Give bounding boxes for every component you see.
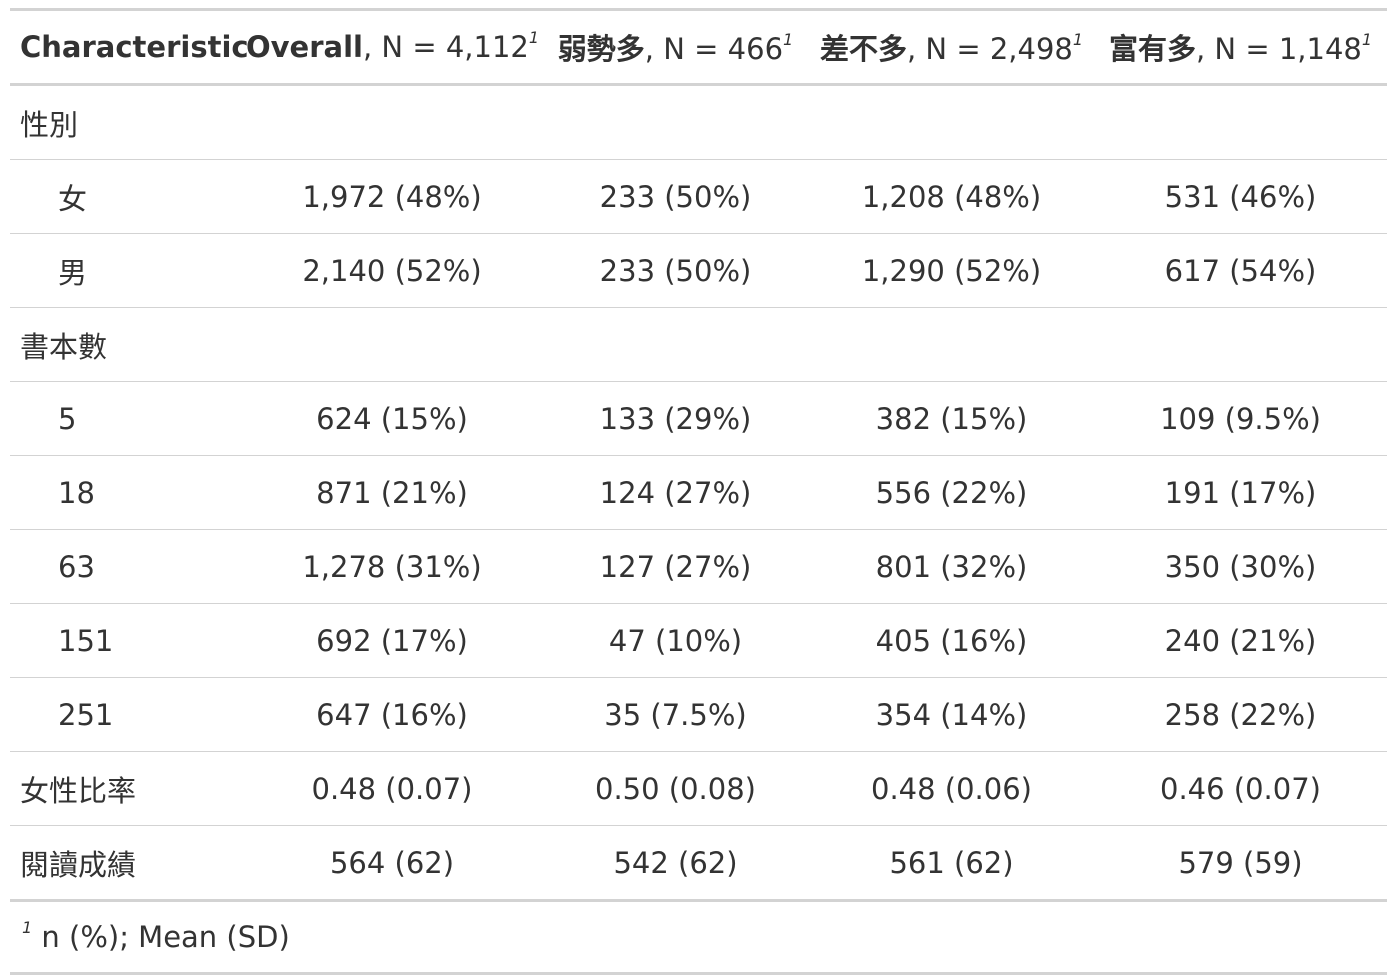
header-row: Characteristic Overall, N = 4,1121 弱勢多, …: [10, 9, 1387, 86]
row-label: 性別: [20, 107, 79, 142]
table-cell: 1,208 (48%): [809, 159, 1094, 234]
table-cell: [242, 307, 542, 382]
header-characteristic: Characteristic: [10, 9, 249, 86]
header-weak: 弱勢多, N = 4661: [542, 9, 809, 86]
row-label: 18: [10, 455, 242, 530]
summary-table: Characteristic Overall, N = 4,1121 弱勢多, …: [10, 8, 1387, 975]
table-cell: 35 (7.5%): [542, 677, 809, 752]
footnote-text: n (%); Mean (SD): [41, 920, 290, 954]
table-row: 18 871 (21%) 124 (27%) 556 (22%) 191 (17…: [10, 455, 1387, 530]
footnote-marker: 1: [783, 30, 794, 49]
table-cell: [1094, 307, 1387, 382]
table-cell: 233 (50%): [542, 233, 809, 308]
table-cell: 124 (27%): [542, 455, 809, 530]
table-row: 5 624 (15%) 133 (29%) 382 (15%) 109 (9.5…: [10, 381, 1387, 456]
table-cell: 0.46 (0.07): [1094, 751, 1387, 826]
table-cell: 561 (62): [809, 825, 1094, 901]
row-label: 書本數: [10, 307, 242, 382]
table-cell: 350 (30%): [1094, 529, 1387, 604]
table-cell: 1,278 (31%): [242, 529, 542, 604]
table-row: 151 692 (17%) 47 (10%) 405 (16%) 240 (21…: [10, 603, 1387, 678]
table-row-group-gender: 性別: [10, 85, 1387, 160]
table-cell: 617 (54%): [1094, 233, 1387, 308]
table-body: 性別 女 1,972 (48%) 233 (50%) 1,208 (48%) 5…: [10, 85, 1387, 901]
table-cell: 240 (21%): [1094, 603, 1387, 678]
table-cell: 405 (16%): [809, 603, 1094, 678]
table-row-group-books: 書本數: [10, 307, 1387, 382]
footnote-marker: 1: [1361, 30, 1373, 49]
table-cell: 647 (16%): [242, 677, 542, 752]
table-row: 女 1,972 (48%) 233 (50%) 1,208 (48%) 531 …: [10, 159, 1387, 234]
table-cell: 0.48 (0.06): [809, 751, 1094, 826]
table-cell: 47 (10%): [542, 603, 809, 678]
row-label: 男: [10, 233, 242, 308]
table-cell: 624 (15%): [242, 381, 542, 456]
table-cell: 542 (62): [542, 825, 809, 901]
table-header: Characteristic Overall, N = 4,1121 弱勢多, …: [10, 9, 1387, 86]
table-cell: 564 (62): [242, 825, 542, 901]
table-row: 男 2,140 (52%) 233 (50%) 1,290 (52%) 617 …: [10, 233, 1387, 308]
row-label: 251: [10, 677, 242, 752]
table-row: 63 1,278 (31%) 127 (27%) 801 (32%) 350 (…: [10, 529, 1387, 604]
table-cell: 531 (46%): [1094, 159, 1387, 234]
table-cell: 127 (27%): [542, 529, 809, 604]
footnote: 1 n (%); Mean (SD): [10, 899, 1387, 974]
table-cell: [542, 85, 809, 160]
row-label: 女: [10, 159, 242, 234]
table-cell: 692 (17%): [242, 603, 542, 678]
table-row: 女性比率 0.48 (0.07) 0.50 (0.08) 0.48 (0.06)…: [10, 751, 1387, 826]
table-cell: 382 (15%): [809, 381, 1094, 456]
table-cell: 109 (9.5%): [1094, 381, 1387, 456]
table-cell: 801 (32%): [809, 529, 1094, 604]
footnote-row: 1 n (%); Mean (SD): [10, 899, 1387, 974]
table-cell: [809, 307, 1094, 382]
row-label: 151: [10, 603, 242, 678]
row-label: 63: [10, 529, 242, 604]
table-cell: 354 (14%): [809, 677, 1094, 752]
header-rich: 富有多, N = 1,1481: [1094, 9, 1387, 86]
table-cell: 579 (59): [1094, 825, 1387, 901]
summary-table-container: Characteristic Overall, N = 4,1121 弱勢多, …: [10, 8, 1387, 975]
footnote-marker: 1: [22, 918, 33, 937]
table-cell: 0.48 (0.07): [242, 751, 542, 826]
footnote-marker: 1: [1072, 30, 1084, 49]
table-cell: 871 (21%): [242, 455, 542, 530]
table-cell: 556 (22%): [809, 455, 1094, 530]
table-cell: 2,140 (52%): [242, 233, 542, 308]
row-label: 5: [10, 381, 242, 456]
table-cell: [809, 85, 1094, 160]
table-cell: [542, 307, 809, 382]
table-cell: 133 (29%): [542, 381, 809, 456]
row-label: 女性比率: [10, 751, 242, 826]
row-label: 閱讀成績: [10, 825, 242, 901]
header-overall: Overall, N = 4,1121: [242, 9, 542, 86]
table-row: 251 647 (16%) 35 (7.5%) 354 (14%) 258 (2…: [10, 677, 1387, 752]
table-cell: 1,972 (48%): [242, 159, 542, 234]
header-similar: 差不多, N = 2,4981: [809, 9, 1094, 86]
table-footer: 1 n (%); Mean (SD): [10, 899, 1387, 974]
table-cell: [242, 85, 542, 160]
table-cell: [1094, 85, 1387, 160]
table-row: 閱讀成績 564 (62) 542 (62) 561 (62) 579 (59): [10, 825, 1387, 901]
table-cell: 233 (50%): [542, 159, 809, 234]
table-cell: 0.50 (0.08): [542, 751, 809, 826]
footnote-marker: 1: [528, 28, 540, 47]
table-cell: 258 (22%): [1094, 677, 1387, 752]
table-cell: 191 (17%): [1094, 455, 1387, 530]
table-cell: 1,290 (52%): [809, 233, 1094, 308]
